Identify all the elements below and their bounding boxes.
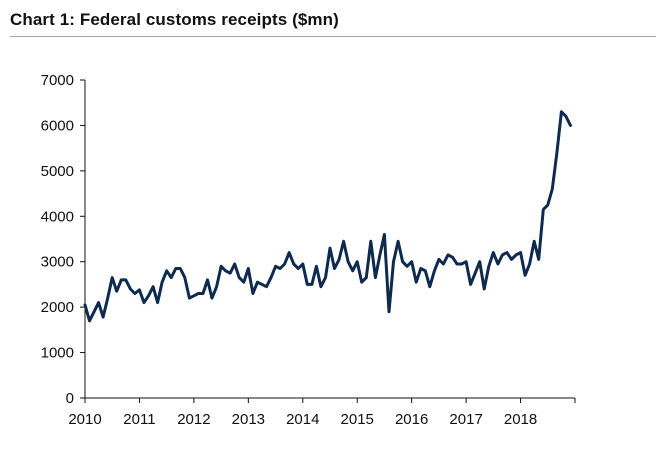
y-tick-label: 5000 bbox=[41, 163, 74, 180]
x-tick-label: 2010 bbox=[68, 411, 101, 428]
x-tick-label: 2016 bbox=[395, 411, 428, 428]
title-divider bbox=[10, 36, 656, 37]
x-axis: 2010 2011 2012 2013 2014 2015 2016 2017 2018 bbox=[68, 397, 576, 428]
series-group bbox=[83, 110, 572, 323]
y-tick-label: 0 bbox=[66, 390, 74, 407]
y-tick-label: 7000 bbox=[41, 72, 74, 89]
series-line bbox=[83, 110, 572, 323]
x-tick-label: 2014 bbox=[286, 411, 319, 428]
x-tick-label: 2017 bbox=[449, 411, 482, 428]
y-axis: 0 1000 2000 3000 4000 5000 6000 7000 bbox=[41, 72, 86, 407]
chart-title: Chart 1: Federal customs receipts ($mn) bbox=[10, 10, 339, 29]
y-tick-label: 4000 bbox=[41, 208, 74, 225]
y-tick-label: 3000 bbox=[41, 254, 74, 271]
x-tick-label: 2013 bbox=[232, 411, 265, 428]
y-tick-label: 2000 bbox=[41, 299, 74, 316]
x-tick-label: 2011 bbox=[123, 411, 155, 428]
x-tick-label: 2018 bbox=[504, 411, 537, 428]
y-tick-label: 6000 bbox=[41, 117, 74, 134]
x-tick-label: 2012 bbox=[177, 411, 210, 428]
y-tick-label: 1000 bbox=[41, 345, 74, 362]
x-tick-label: 2015 bbox=[341, 411, 374, 428]
